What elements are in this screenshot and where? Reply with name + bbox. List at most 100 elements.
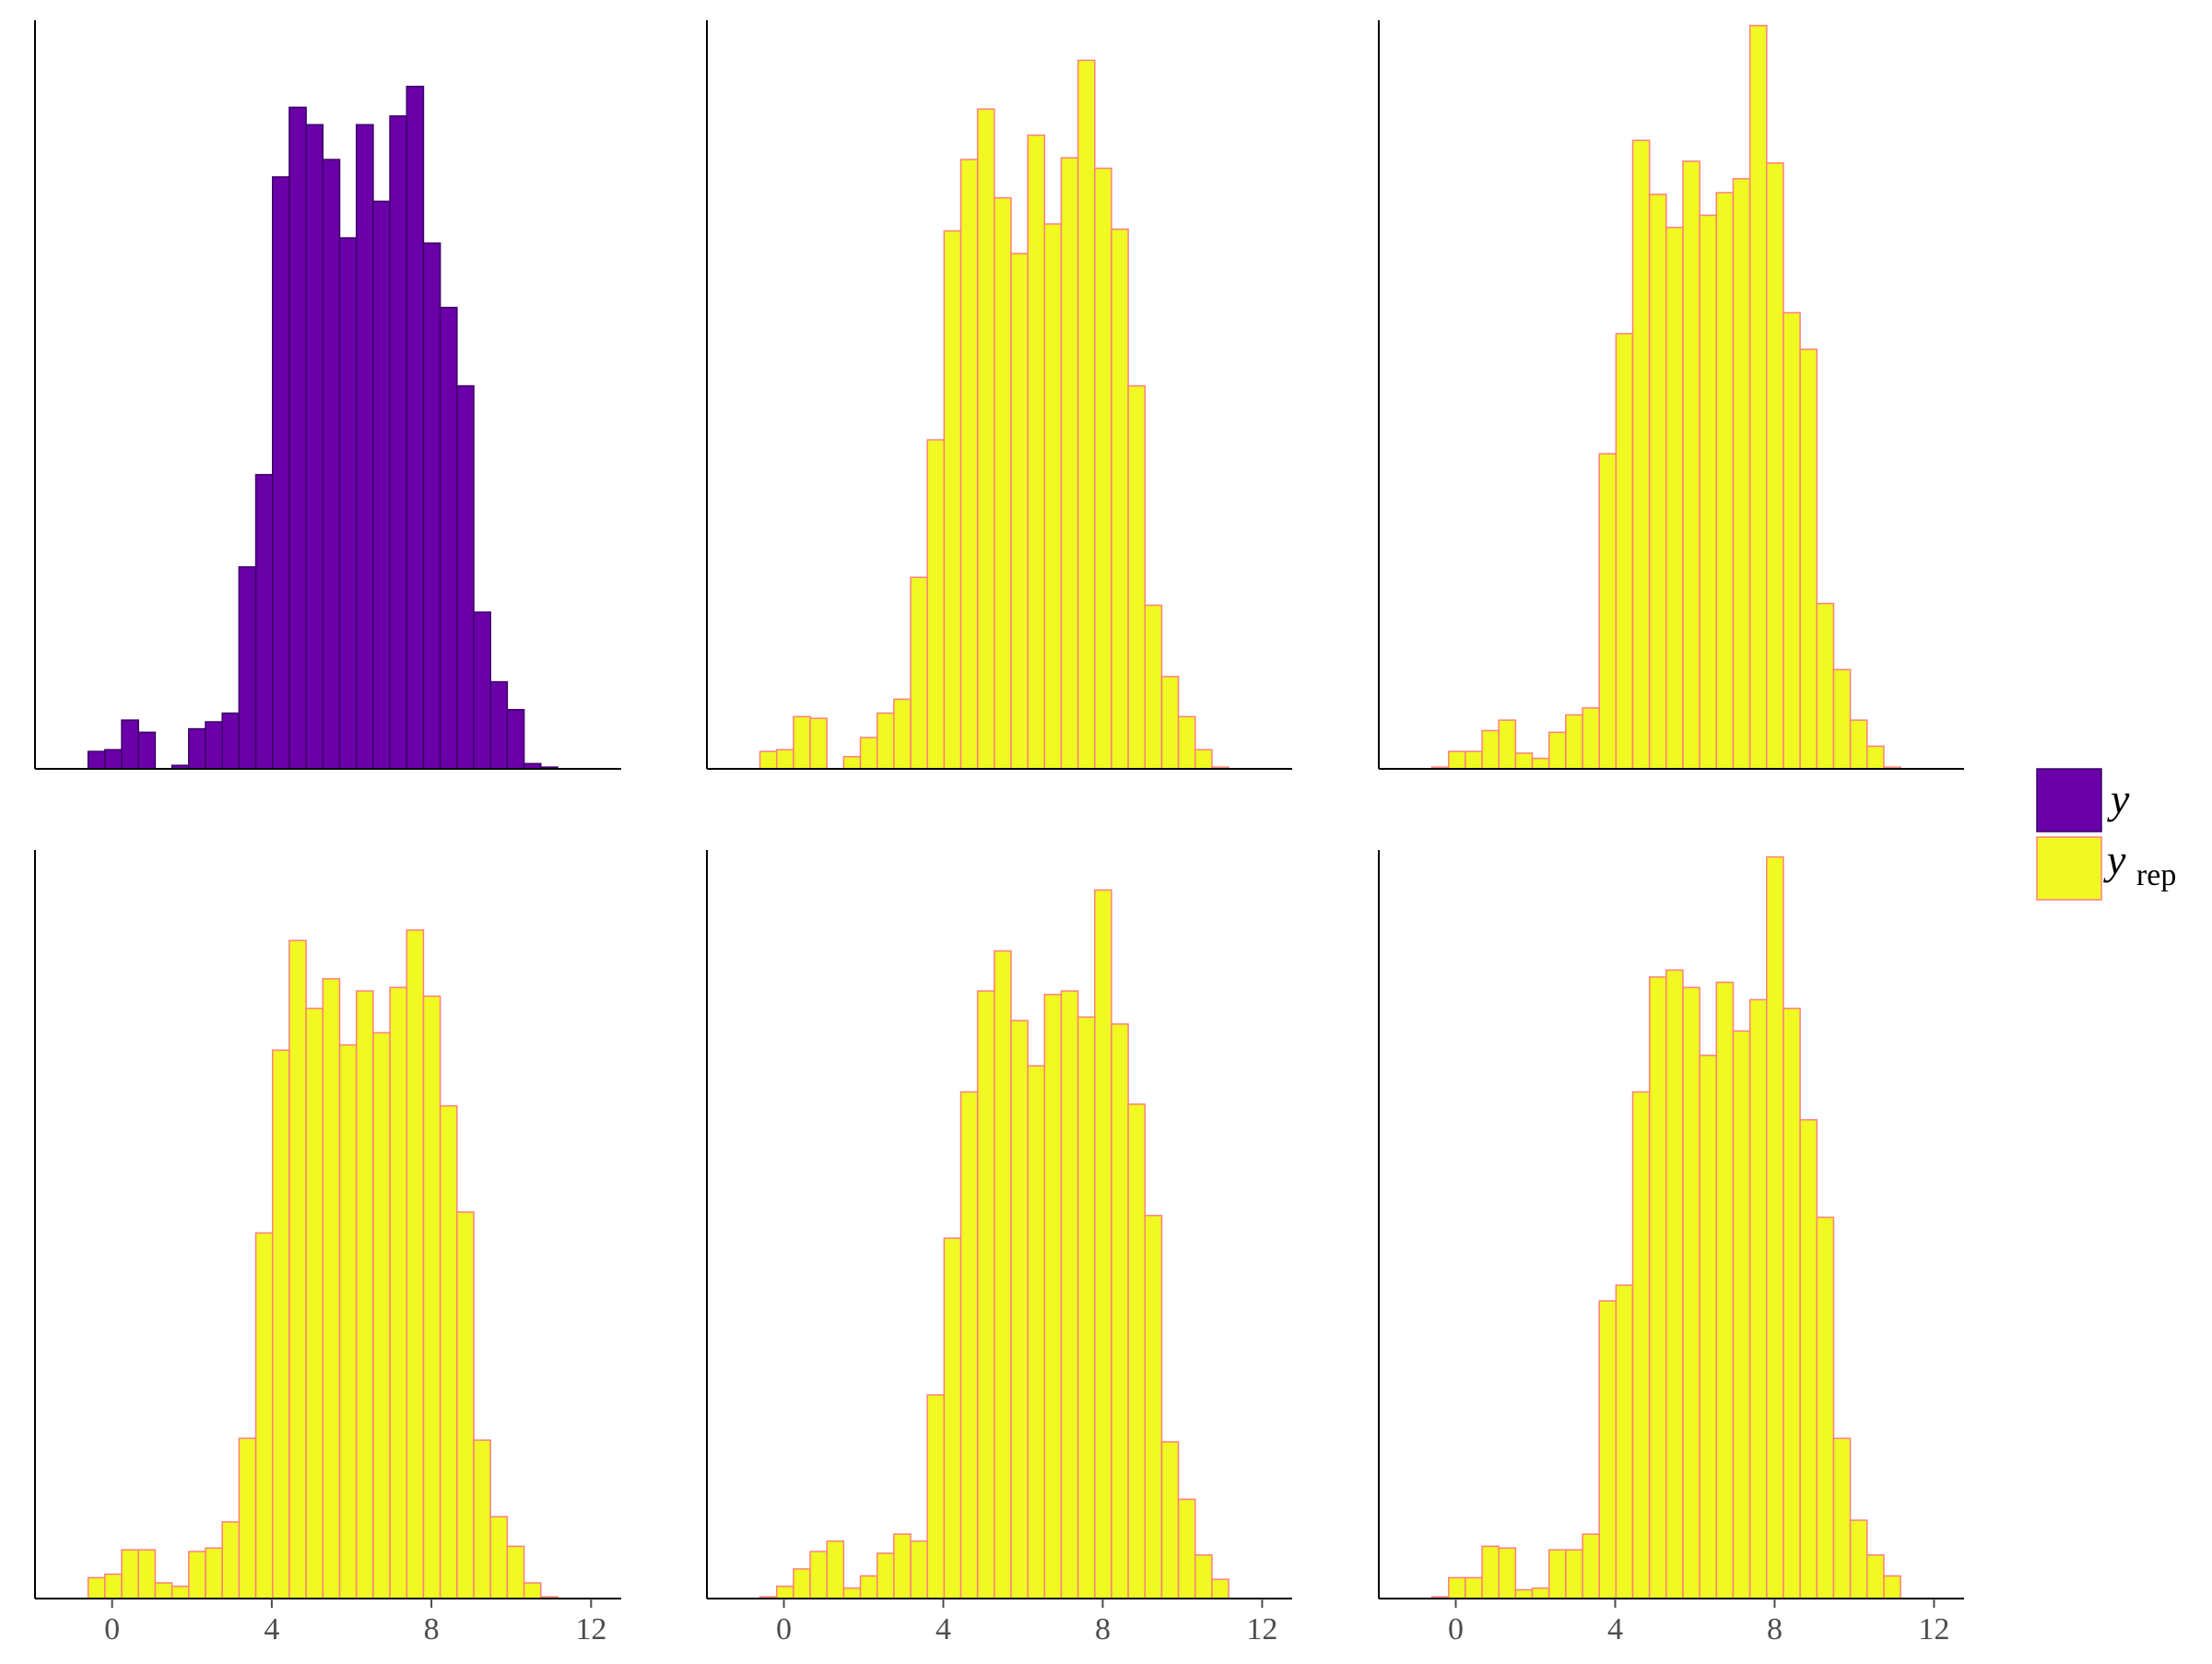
histogram-panel-y_rep_5: 0 4 8 12 [1378,850,1964,1646]
histogram-bar [926,1394,946,1599]
histogram-bar [1177,1498,1196,1599]
histogram-bar [221,712,241,770]
histogram-bar [1631,139,1651,770]
histogram-bar [1514,1588,1534,1599]
histogram-bar [1160,676,1180,770]
histogram-bar [338,237,358,770]
histogram-bar [1160,1441,1180,1599]
x-tick-label: 8 [1767,1612,1783,1646]
histogram-bar [1481,1545,1500,1599]
histogram-bar [1010,1020,1029,1599]
histogram-bar [1565,714,1583,770]
histogram-bar [305,1008,324,1599]
histogram-bar [372,200,391,770]
histogram-bar [1531,1587,1550,1599]
histogram-bar [489,680,509,770]
histogram-bar [1094,889,1112,1599]
histogram-bar [1648,194,1667,770]
histogram-bar [1598,453,1618,770]
histogram-bar [943,230,962,770]
histogram-bar [473,611,491,770]
histogram-panel-y_rep_4: 0 4 8 12 [706,850,1292,1646]
panel-group: 0 4 8 12 0 4 8 12 0 4 8 12 [34,20,1964,1646]
histogram-bar [1465,750,1483,770]
histogram-bar [506,709,525,770]
histogram-bar [137,1549,157,1599]
histogram-bar [1732,1030,1751,1599]
histogram-bar [959,1091,979,1599]
histogram-bar [1748,998,1768,1599]
histogram-bar [1799,348,1818,770]
histogram-bar [1615,1284,1634,1599]
histogram-bar [1748,24,1768,770]
histogram-bar [1699,214,1718,770]
histogram-bar [1799,1118,1818,1599]
histogram-bar [1866,1554,1885,1599]
histogram-bar [372,1032,391,1599]
histogram-bar [1866,745,1885,770]
histogram-bar [1211,1578,1230,1599]
histogram-bar [1615,333,1634,770]
x-tick-label: 12 [1918,1612,1949,1646]
histogram-bar [842,1587,862,1599]
histogram-bar [893,698,912,770]
histogram-bar [809,717,828,770]
x-tick-label: 0 [104,1612,120,1646]
histogram-bar [1144,604,1163,770]
histogram-bar [1027,134,1046,770]
histogram-bar [121,719,139,770]
histogram-bar [1816,602,1835,770]
x-tick-label: 4 [935,1612,951,1646]
histogram-bar [1766,856,1784,1599]
histogram-bar [322,159,341,770]
histogram-bar [1060,990,1079,1599]
histogram-panel-y_rep_1 [706,20,1292,770]
histogram-bar [1783,1008,1801,1599]
histogram-bar [1598,1300,1618,1599]
histogram-bar [959,159,979,770]
histogram-bar [221,1521,241,1599]
histogram-panel-y_rep_3: 0 4 8 12 [34,850,621,1646]
histogram-bar [1715,192,1735,770]
x-tick-label: 12 [1246,1612,1277,1646]
histogram-bar [254,1232,274,1599]
legend-label-y: y [2107,775,2130,822]
histogram-bar [1077,59,1096,770]
legend-label-yrep-subscript: rep [2136,858,2176,892]
histogram-bar [793,1568,811,1599]
histogram-bar [994,950,1012,1599]
histogram-bar [1699,1055,1718,1599]
histogram-bar [456,1211,475,1599]
histogram-bar [137,731,157,770]
histogram-bar [943,1237,962,1599]
histogram-bar [523,1582,542,1599]
histogram-bar [422,995,441,1599]
histogram-bar [1849,719,1868,770]
histogram-bar [121,1549,139,1599]
legend-swatch-y [2036,768,2102,832]
histogram-bar [976,990,995,1599]
histogram-bar [976,108,995,770]
histogram-bar [473,1439,491,1599]
legend-label-yrep-base: y [2103,836,2126,883]
histogram-bar [1010,253,1029,770]
histogram-bar [238,566,257,770]
histogram-bar [422,242,441,770]
histogram-bar [793,715,811,770]
histogram-bar [1194,749,1213,770]
histogram-bar [1582,1533,1600,1599]
histogram-bar [1732,178,1751,770]
histogram-bar [87,750,106,770]
histogram-bar [876,712,895,770]
histogram-bar [1849,1519,1868,1599]
histogram-bar [1665,226,1684,770]
histogram-bar [439,306,458,770]
histogram-bar [1832,1437,1852,1599]
histogram-bar [1547,731,1567,770]
x-tick-label: 0 [776,1612,792,1646]
histogram-bar [355,124,374,770]
histogram-bar [456,384,475,770]
histogram-bar [910,1540,928,1599]
histogram-bar [859,1575,878,1599]
